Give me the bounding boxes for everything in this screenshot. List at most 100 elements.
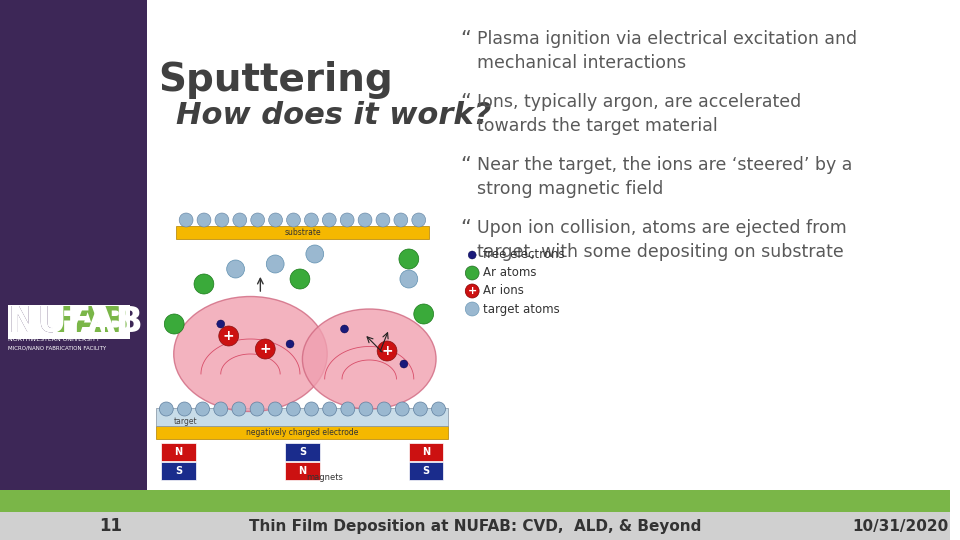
FancyBboxPatch shape <box>409 462 444 480</box>
Circle shape <box>290 269 310 289</box>
Circle shape <box>340 213 354 227</box>
Circle shape <box>286 213 300 227</box>
Circle shape <box>232 402 246 416</box>
Circle shape <box>194 274 214 294</box>
Text: 10/31/2020: 10/31/2020 <box>852 518 948 534</box>
Circle shape <box>197 213 211 227</box>
Circle shape <box>266 255 284 273</box>
Circle shape <box>359 402 372 416</box>
Circle shape <box>251 213 265 227</box>
FancyBboxPatch shape <box>161 462 196 480</box>
Circle shape <box>306 245 324 263</box>
Text: NU: NU <box>8 305 67 339</box>
Ellipse shape <box>302 309 436 409</box>
Circle shape <box>178 402 191 416</box>
Text: Ar atoms: Ar atoms <box>483 267 537 280</box>
Circle shape <box>466 266 479 280</box>
Circle shape <box>164 314 184 334</box>
Circle shape <box>400 360 408 368</box>
FancyBboxPatch shape <box>161 443 196 461</box>
FancyBboxPatch shape <box>285 443 320 461</box>
Circle shape <box>227 260 245 278</box>
Circle shape <box>377 341 396 361</box>
Circle shape <box>180 213 193 227</box>
Circle shape <box>394 213 408 227</box>
Circle shape <box>286 402 300 416</box>
Text: S: S <box>175 466 182 476</box>
Text: negatively charged electrode: negatively charged electrode <box>246 428 359 437</box>
Text: 11: 11 <box>99 517 122 535</box>
FancyBboxPatch shape <box>0 490 950 540</box>
Text: Upon ion collision, atoms are ejected from
target, with some depositing on subst: Upon ion collision, atoms are ejected fr… <box>477 219 847 261</box>
Text: Thin Film Deposition at NUFAB: CVD,  ALD, & Beyond: Thin Film Deposition at NUFAB: CVD, ALD,… <box>249 518 702 534</box>
Circle shape <box>412 213 425 227</box>
Circle shape <box>268 402 282 416</box>
FancyBboxPatch shape <box>156 408 448 426</box>
Circle shape <box>341 325 348 333</box>
Text: Sputtering: Sputtering <box>158 61 394 99</box>
Text: “: “ <box>460 156 471 176</box>
Ellipse shape <box>174 296 327 411</box>
Text: +: + <box>259 342 271 356</box>
Circle shape <box>233 213 247 227</box>
Text: NUFAB: NUFAB <box>8 305 144 339</box>
FancyBboxPatch shape <box>285 462 320 480</box>
FancyBboxPatch shape <box>409 443 444 461</box>
Text: target: target <box>174 416 198 426</box>
Circle shape <box>323 402 337 416</box>
Circle shape <box>400 270 418 288</box>
Circle shape <box>217 320 225 328</box>
Text: +: + <box>223 329 234 343</box>
Circle shape <box>269 213 282 227</box>
Text: N: N <box>175 447 182 457</box>
Text: FAB: FAB <box>54 305 130 339</box>
Circle shape <box>286 340 294 348</box>
FancyBboxPatch shape <box>0 0 147 490</box>
Circle shape <box>358 213 372 227</box>
Text: +: + <box>468 286 477 296</box>
Circle shape <box>377 402 391 416</box>
Circle shape <box>414 304 434 324</box>
Circle shape <box>432 402 445 416</box>
Circle shape <box>468 251 476 259</box>
Text: N: N <box>422 447 430 457</box>
FancyBboxPatch shape <box>156 426 448 439</box>
Circle shape <box>304 402 319 416</box>
Circle shape <box>214 402 228 416</box>
Circle shape <box>323 213 336 227</box>
Circle shape <box>255 339 276 359</box>
Text: How does it work?: How does it work? <box>177 100 492 130</box>
Text: free electrons: free electrons <box>483 248 564 261</box>
Circle shape <box>341 402 355 416</box>
Text: Near the target, the ions are ‘steered’ by a
strong magnetic field: Near the target, the ions are ‘steered’ … <box>477 156 852 198</box>
Text: Ar ions: Ar ions <box>483 285 524 298</box>
Circle shape <box>196 402 209 416</box>
FancyBboxPatch shape <box>0 512 950 540</box>
Text: Ions, typically argon, are accelerated
towards the target material: Ions, typically argon, are accelerated t… <box>477 93 802 136</box>
Circle shape <box>399 249 419 269</box>
Text: “: “ <box>460 219 471 239</box>
Circle shape <box>376 213 390 227</box>
Text: “: “ <box>460 93 471 113</box>
Circle shape <box>219 326 239 346</box>
Text: MICRO/NANO FABRICATION FACILITY: MICRO/NANO FABRICATION FACILITY <box>8 345 106 350</box>
Text: NORTHWESTERN UNIVERSITY: NORTHWESTERN UNIVERSITY <box>8 337 100 342</box>
Circle shape <box>251 402 264 416</box>
FancyBboxPatch shape <box>177 226 428 239</box>
Text: Plasma ignition via electrical excitation and
mechanical interactions: Plasma ignition via electrical excitatio… <box>477 30 857 72</box>
Text: S: S <box>422 466 430 476</box>
Text: N: N <box>299 466 306 476</box>
Circle shape <box>215 213 228 227</box>
Circle shape <box>396 402 409 416</box>
Text: “: “ <box>460 30 471 50</box>
Circle shape <box>159 402 173 416</box>
Text: +: + <box>381 344 393 358</box>
Text: target atoms: target atoms <box>483 302 560 315</box>
Circle shape <box>414 402 427 416</box>
Circle shape <box>466 284 479 298</box>
Text: substrate: substrate <box>284 228 321 237</box>
Circle shape <box>304 213 319 227</box>
Text: magnets: magnets <box>306 472 343 482</box>
Text: S: S <box>299 447 306 457</box>
Circle shape <box>466 302 479 316</box>
